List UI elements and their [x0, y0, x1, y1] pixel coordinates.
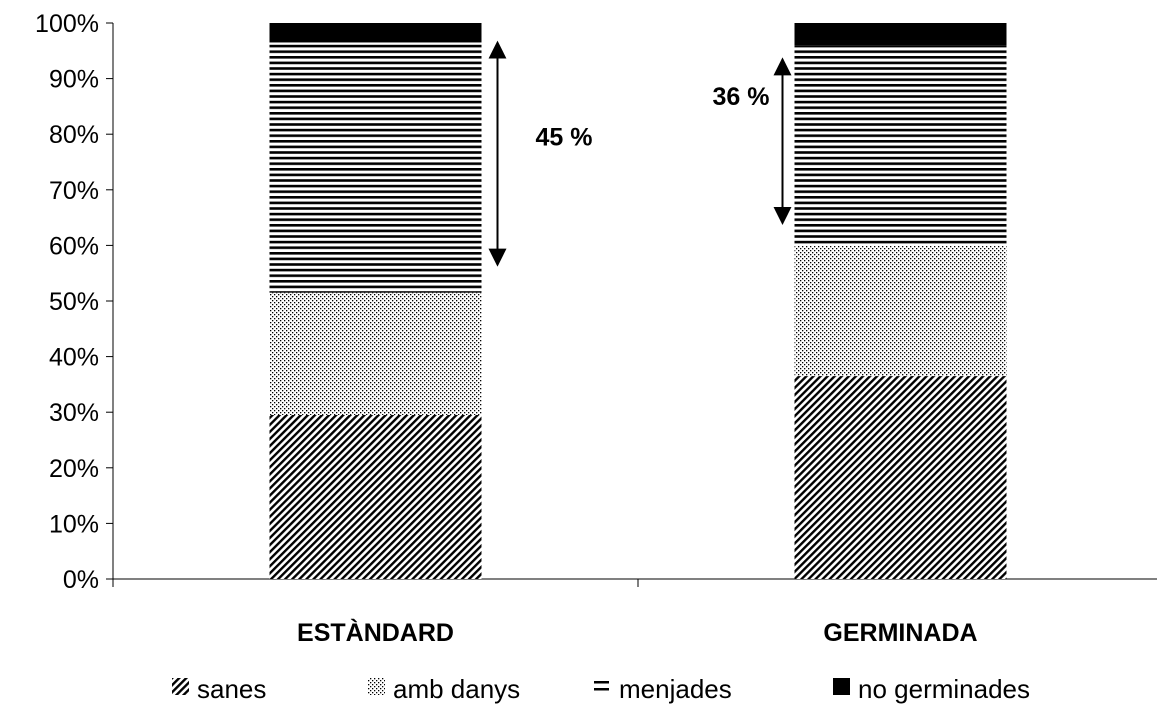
legend-item: menjades [594, 674, 732, 704]
y-tick-label: 50% [49, 288, 99, 316]
x-category-label: GERMINADA [823, 619, 977, 647]
annotations: 45 % 36 % [488, 40, 792, 267]
legend-swatch [172, 678, 189, 695]
bar-segment-no-germinades [794, 23, 1007, 46]
legend-swatch [833, 678, 850, 695]
y-tick-label: 40% [49, 344, 99, 372]
legend-item: sanes [172, 674, 266, 704]
legend-swatch [594, 688, 609, 691]
legend-item: no germinades [833, 674, 1030, 704]
legend-label: sanes [197, 674, 266, 704]
bar-segment-sanes [269, 414, 482, 579]
axes: 0% 10% 20% 30% 40% 50% 60% 70% 80% 90% 100% ESTÀNDA… [35, 10, 1157, 647]
legend-label: menjades [619, 674, 732, 704]
y-tick-label: 90% [49, 66, 99, 94]
legend-swatch [368, 678, 385, 695]
y-tick-label: 20% [49, 455, 99, 483]
y-tick-label: 0% [63, 566, 99, 594]
bar-segment-amb-danys [794, 245, 1007, 377]
annotation-label: 45 % [536, 124, 593, 152]
legend-label: no germinades [858, 674, 1030, 704]
legend: sanes amb danys menjades no germinades [172, 674, 1030, 704]
y-tick-label: 30% [49, 399, 99, 427]
bars [269, 23, 1007, 579]
legend-label: amb danys [393, 674, 520, 704]
y-tick-label: 80% [49, 121, 99, 149]
y-tick-label: 10% [49, 510, 99, 538]
bar-segment-menjades [794, 45, 1007, 246]
bar-segment-sanes [794, 376, 1007, 579]
y-tick-label: 100% [35, 10, 99, 38]
y-tick-label: 70% [49, 177, 99, 205]
x-category-label: ESTÀNDARD [297, 618, 454, 647]
y-tick-label: 60% [49, 232, 99, 260]
bar-segment-menjades [269, 42, 482, 293]
bar-segment-amb-danys [269, 292, 482, 415]
annotation-label: 36 % [713, 83, 770, 111]
legend-item: amb danys [368, 674, 520, 704]
legend-swatch [594, 681, 609, 684]
bar-segment-no-germinades [269, 23, 482, 43]
